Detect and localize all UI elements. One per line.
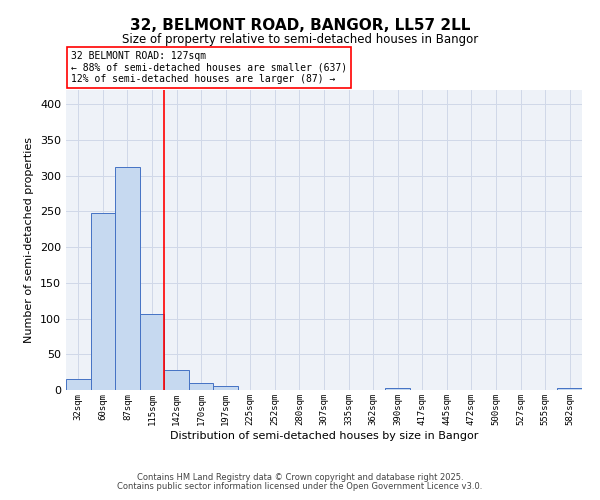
Bar	[189, 383, 214, 390]
Bar	[66, 380, 91, 390]
Text: 32, BELMONT ROAD, BANGOR, LL57 2LL: 32, BELMONT ROAD, BANGOR, LL57 2LL	[130, 18, 470, 32]
Text: 32 BELMONT ROAD: 127sqm
← 88% of semi-detached houses are smaller (637)
12% of s: 32 BELMONT ROAD: 127sqm ← 88% of semi-de…	[71, 51, 347, 84]
Text: Contains public sector information licensed under the Open Government Licence v3: Contains public sector information licen…	[118, 482, 482, 491]
Bar	[91, 213, 115, 390]
Bar	[385, 388, 410, 390]
Text: Size of property relative to semi-detached houses in Bangor: Size of property relative to semi-detach…	[122, 32, 478, 46]
Bar	[115, 167, 140, 390]
Bar	[140, 314, 164, 390]
Bar	[557, 388, 582, 390]
Bar	[214, 386, 238, 390]
X-axis label: Distribution of semi-detached houses by size in Bangor: Distribution of semi-detached houses by …	[170, 430, 478, 440]
Y-axis label: Number of semi-detached properties: Number of semi-detached properties	[25, 137, 34, 343]
Text: Contains HM Land Registry data © Crown copyright and database right 2025.: Contains HM Land Registry data © Crown c…	[137, 474, 463, 482]
Bar	[164, 370, 189, 390]
